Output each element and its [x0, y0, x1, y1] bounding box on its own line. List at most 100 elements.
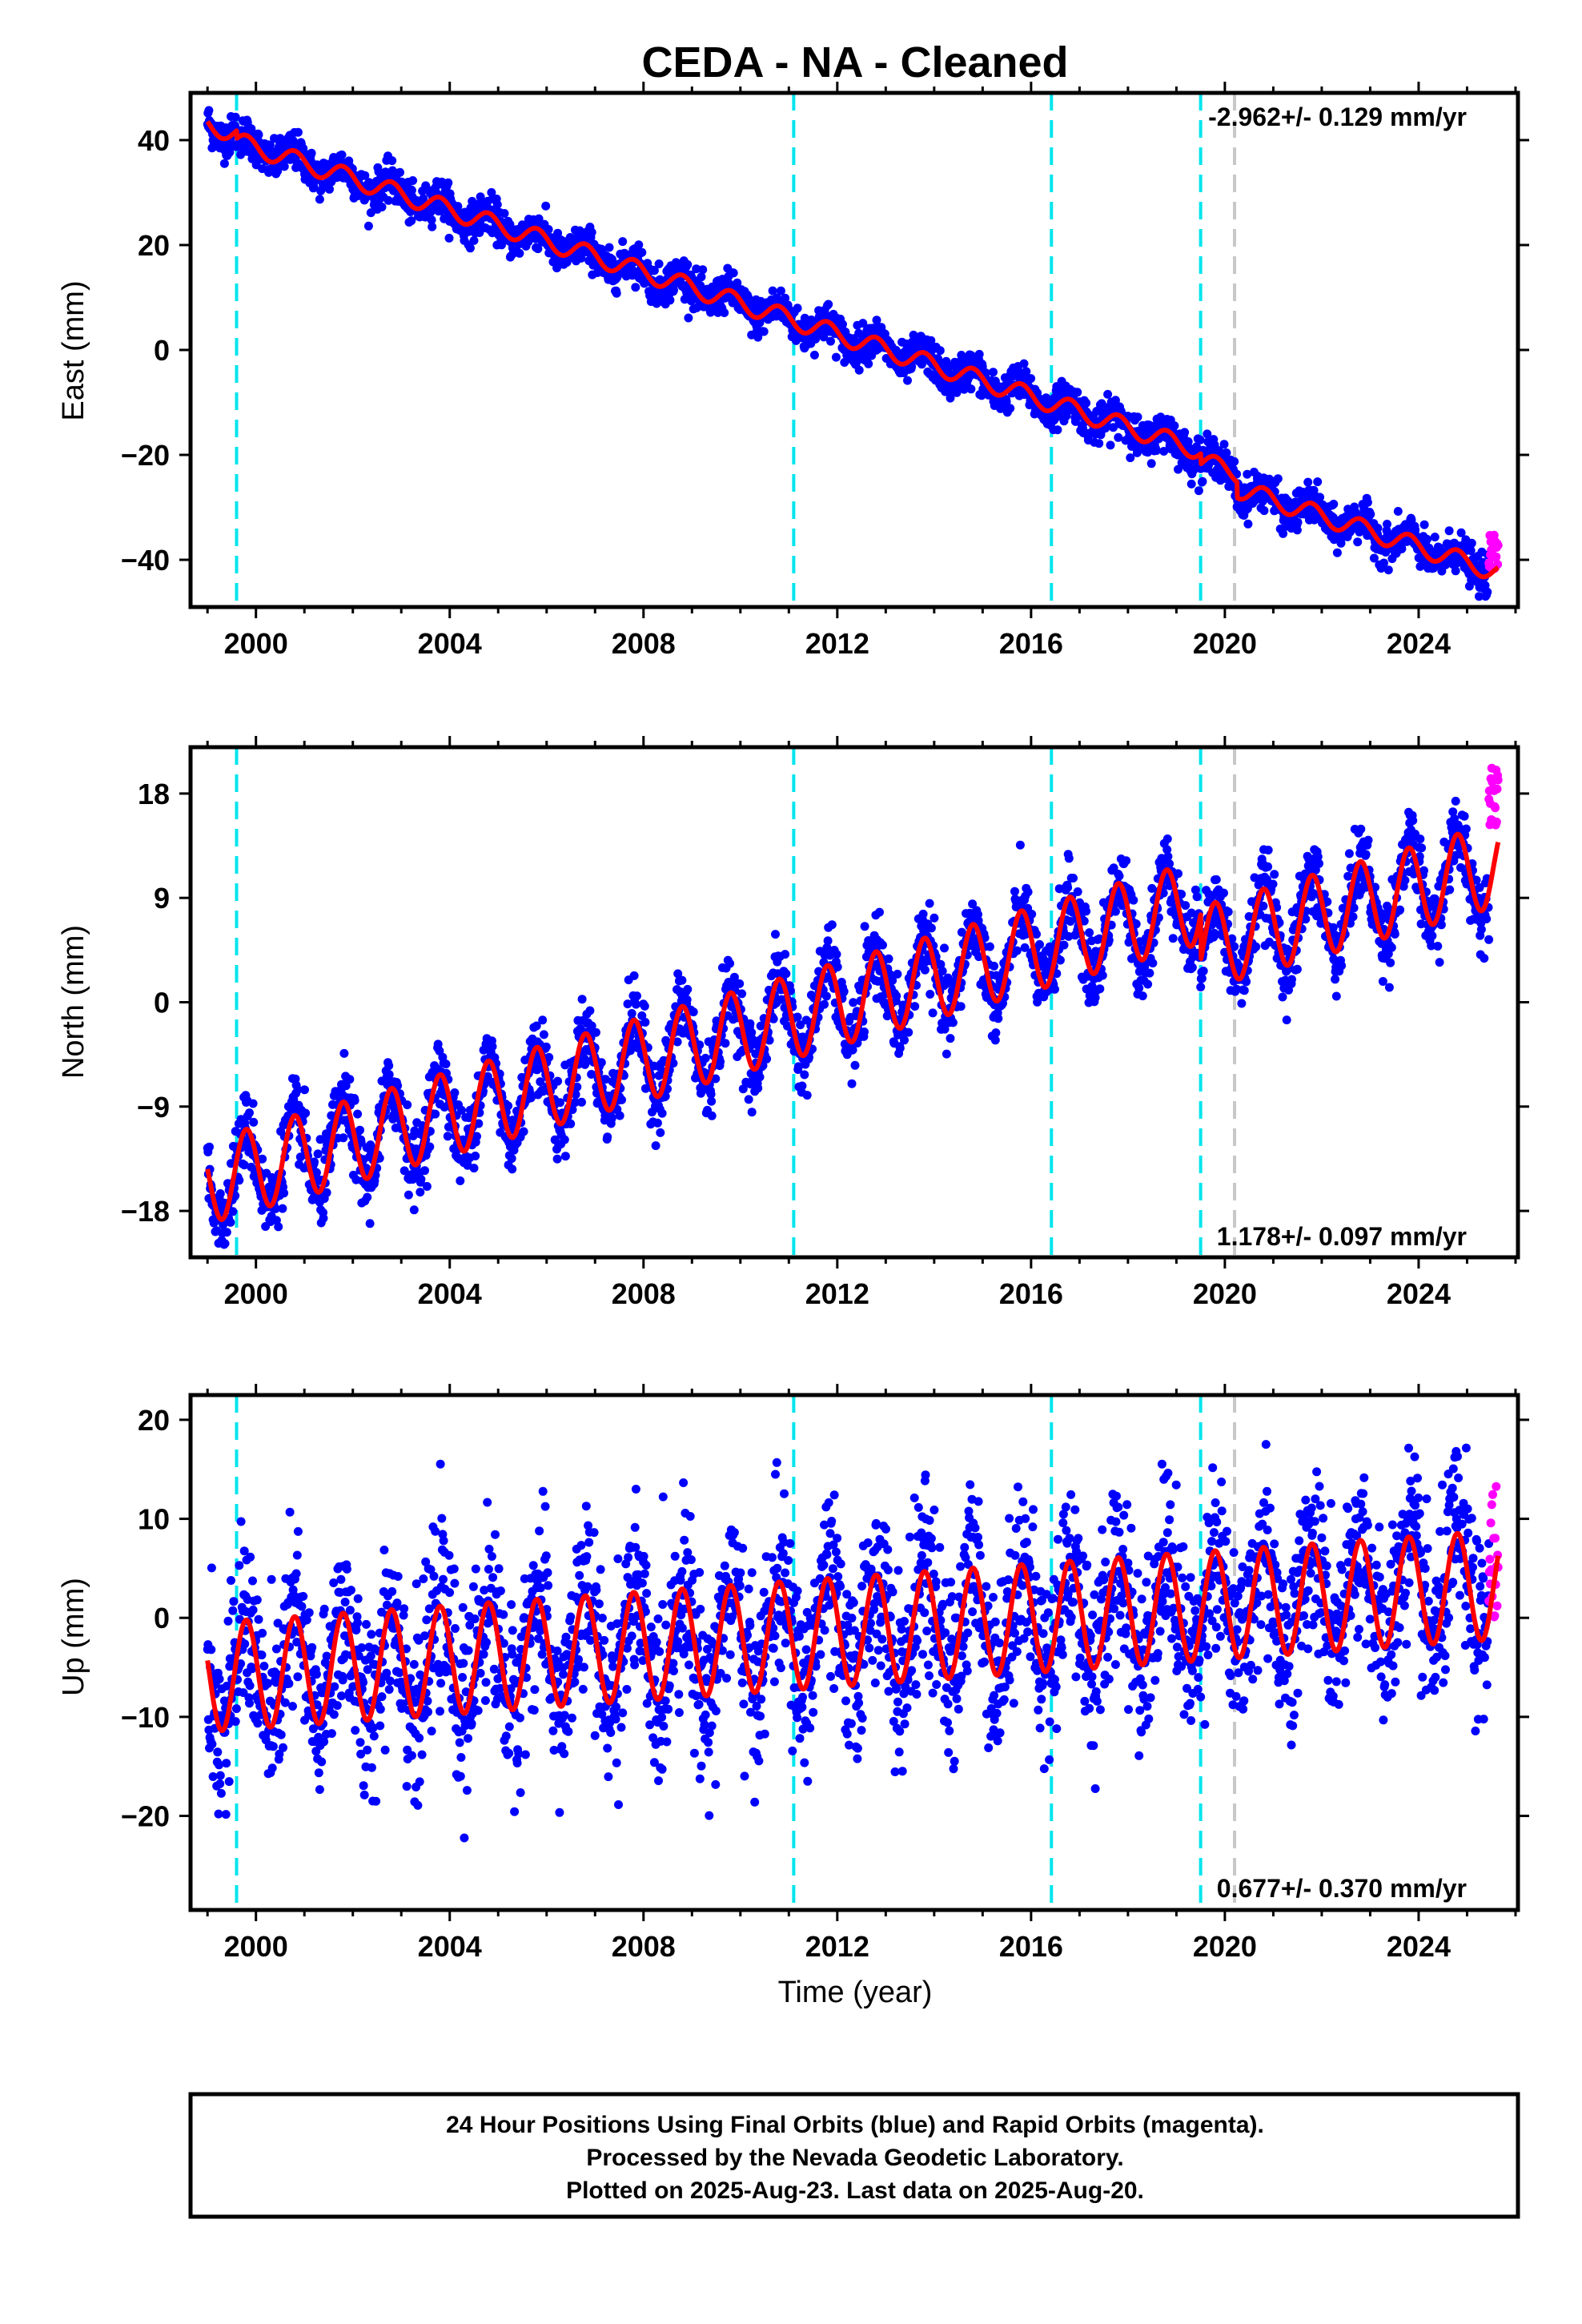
east-final-orbit-point — [1419, 520, 1429, 529]
north-final-orbit-point — [925, 899, 934, 908]
north-final-orbit-point — [539, 1030, 548, 1039]
north-final-orbit-point — [1035, 939, 1044, 949]
east-x-tick-label: 2008 — [612, 627, 676, 660]
north-final-orbit-point — [745, 1019, 755, 1028]
north-final-orbit-point — [615, 1111, 624, 1120]
north-final-orbit-point — [577, 1097, 586, 1107]
east-x-tick-label: 2020 — [1193, 627, 1257, 660]
north-final-orbit-point — [682, 995, 692, 1004]
east-final-orbit-point — [553, 228, 563, 238]
north-final-orbit-point — [629, 971, 639, 980]
north-final-orbit-point — [441, 1059, 451, 1069]
north-final-orbit-point — [926, 923, 936, 933]
north-final-orbit-point — [849, 998, 858, 1007]
north-final-orbit-point — [420, 1166, 429, 1176]
north-final-orbit-point — [689, 1007, 698, 1017]
north-final-orbit-point — [1134, 983, 1144, 993]
east-final-orbit-point — [273, 167, 283, 176]
north-final-orbit-point — [1095, 984, 1105, 994]
north-final-orbit-point — [920, 965, 930, 975]
north-final-orbit-point — [918, 909, 928, 919]
north-final-orbit-point — [771, 930, 780, 939]
east-final-orbit-point — [1451, 566, 1460, 576]
north-final-orbit-point — [450, 1088, 460, 1097]
east-final-orbit-point — [665, 296, 675, 305]
east-final-orbit-point — [1082, 398, 1091, 408]
north-final-orbit-point — [1063, 883, 1073, 892]
east-final-orbit-point — [1466, 546, 1476, 556]
north-final-orbit-point — [893, 969, 902, 979]
east-final-orbit-point — [781, 293, 790, 303]
north-final-orbit-point — [707, 1111, 717, 1120]
north-final-orbit-point — [683, 984, 693, 994]
north-final-orbit-point — [847, 1079, 857, 1088]
east-plot-area — [203, 93, 1503, 607]
north-final-orbit-point — [560, 1152, 570, 1161]
north-final-orbit-point — [946, 1034, 955, 1043]
north-final-orbit-point — [1059, 940, 1069, 950]
north-final-orbit-point — [762, 1054, 772, 1063]
north-final-orbit-point — [425, 1142, 435, 1152]
east-final-orbit-point — [231, 112, 240, 122]
east-x-tick-label: 2000 — [224, 627, 288, 660]
north-plot-area — [203, 747, 1503, 1257]
east-final-orbit-point — [541, 201, 551, 211]
north-final-orbit-point — [991, 1028, 1001, 1038]
east-final-orbit-point — [407, 186, 416, 195]
north-final-orbit-point — [735, 979, 745, 988]
north-final-orbit-point — [339, 1133, 348, 1143]
east-final-orbit-point — [776, 286, 785, 296]
east-final-orbit-point — [669, 285, 678, 295]
east-final-orbit-point — [360, 171, 370, 180]
east-final-orbit-point — [1053, 425, 1062, 435]
north-final-orbit-point — [538, 1015, 548, 1025]
north-final-orbit-point — [1082, 907, 1091, 916]
east-final-orbit-point — [935, 346, 945, 356]
north-final-orbit-point — [1145, 968, 1154, 978]
north-final-orbit-point — [781, 969, 791, 979]
east-final-orbit-point — [1026, 374, 1036, 384]
east-final-orbit-point — [1230, 456, 1239, 466]
north-final-orbit-point — [994, 1014, 1003, 1023]
east-final-orbit-point — [254, 130, 263, 139]
east-final-orbit-point — [544, 225, 553, 234]
east-final-orbit-point — [1383, 520, 1391, 529]
east-final-orbit-point — [1073, 388, 1082, 397]
north-final-orbit-point — [640, 1018, 650, 1027]
east-final-orbit-point — [534, 214, 544, 223]
east-final-orbit-point — [1313, 477, 1323, 487]
east-final-orbit-point — [293, 127, 303, 137]
east-final-orbit-point — [492, 199, 502, 209]
north-final-orbit-point — [577, 995, 587, 1004]
east-final-orbit-point — [604, 243, 614, 252]
north-final-orbit-point — [456, 1176, 465, 1185]
north-final-orbit-point — [657, 1108, 667, 1118]
north-final-orbit-point — [469, 1164, 479, 1173]
east-final-orbit-point — [744, 292, 753, 302]
east-y-tick-label: 20 — [138, 229, 170, 262]
east-final-orbit-point — [1195, 435, 1205, 444]
north-final-orbit-point — [205, 1142, 214, 1152]
east-final-orbit-point — [634, 240, 644, 250]
east-final-orbit-point — [974, 349, 984, 359]
east-final-orbit-point — [1006, 404, 1015, 413]
north-final-orbit-point — [274, 1222, 283, 1232]
north-final-orbit-point — [1122, 856, 1131, 866]
north-final-orbit-point — [1098, 971, 1107, 980]
north-final-orbit-point — [753, 1084, 763, 1093]
north-final-orbit-point — [677, 975, 687, 985]
north-final-orbit-point — [1010, 887, 1019, 896]
north-final-orbit-point — [850, 1060, 860, 1070]
north-final-orbit-point — [895, 1043, 905, 1053]
north-final-orbit-point — [504, 1101, 513, 1111]
east-final-orbit-point — [768, 286, 777, 296]
north-final-orbit-point — [701, 1053, 710, 1063]
east-x-tick-label: 2024 — [1387, 627, 1451, 660]
north-final-orbit-point — [725, 959, 735, 968]
east-final-orbit-point — [729, 268, 738, 278]
east-final-orbit-point — [476, 192, 485, 202]
east-final-orbit-point — [453, 202, 463, 211]
north-final-orbit-point — [656, 1128, 665, 1137]
north-final-orbit-point — [560, 1135, 569, 1144]
north-final-orbit-point — [488, 1042, 497, 1051]
